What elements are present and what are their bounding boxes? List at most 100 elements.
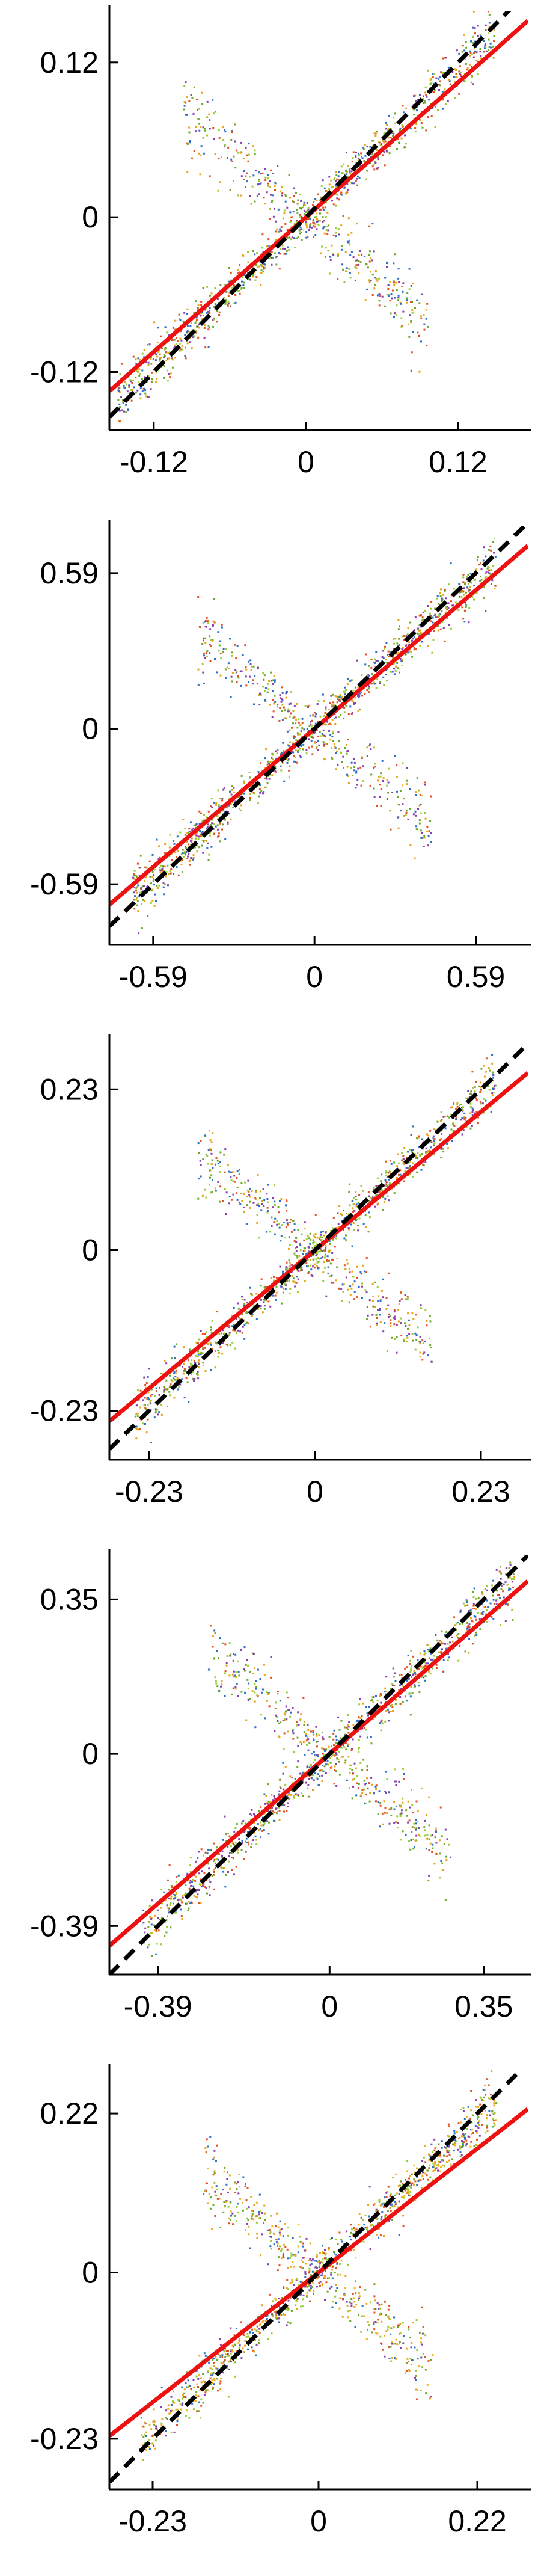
data-point	[283, 209, 286, 212]
data-point	[435, 1634, 437, 1636]
data-point	[346, 183, 349, 185]
data-point	[212, 624, 214, 626]
data-point	[371, 274, 374, 276]
data-point	[272, 1799, 274, 1801]
data-point	[311, 724, 313, 727]
data-point	[263, 1299, 265, 1301]
data-point	[331, 1252, 334, 1254]
data-point	[191, 347, 193, 349]
data-point	[412, 1175, 414, 1178]
data-point	[441, 1835, 443, 1837]
data-point	[494, 538, 495, 540]
data-point	[197, 1361, 200, 1363]
data-point	[460, 1103, 462, 1105]
data-point	[281, 698, 283, 701]
data-point	[386, 798, 388, 800]
data-point	[323, 715, 326, 717]
data-point	[338, 1226, 340, 1228]
data-point	[135, 887, 138, 890]
data-point	[358, 1286, 360, 1288]
data-point	[185, 847, 187, 849]
data-point	[213, 138, 215, 140]
data-point	[511, 1581, 513, 1583]
data-point	[491, 583, 492, 585]
data-point	[492, 541, 494, 543]
data-point	[367, 1714, 369, 1717]
data-point	[282, 1287, 284, 1290]
data-point	[343, 1283, 345, 1285]
data-point	[260, 269, 263, 272]
data-point	[253, 703, 255, 705]
data-point	[266, 778, 268, 780]
data-point	[370, 659, 373, 661]
data-point	[164, 843, 167, 845]
data-point	[239, 271, 240, 274]
data-point	[225, 677, 227, 679]
data-point	[355, 180, 357, 182]
data-point	[225, 1344, 228, 1345]
data-point	[258, 171, 260, 174]
data-point	[263, 263, 265, 265]
data-point	[472, 83, 474, 85]
data-point	[210, 1329, 212, 1331]
data-point	[246, 1190, 249, 1192]
data-point	[503, 1596, 505, 1599]
data-point	[242, 254, 244, 256]
data-point	[316, 221, 318, 223]
data-point	[347, 1732, 350, 1734]
data-point	[488, 571, 489, 574]
data-point	[211, 1320, 213, 1322]
data-point	[338, 1287, 340, 1290]
data-point	[425, 309, 427, 311]
data-point	[314, 1245, 316, 1247]
data-point	[441, 99, 444, 101]
data-point	[258, 1237, 260, 1239]
data-point	[322, 1231, 324, 1233]
data-point	[322, 693, 324, 696]
data-point	[403, 1180, 405, 1182]
data-point	[342, 706, 344, 709]
data-point	[340, 714, 342, 716]
data-point	[202, 671, 204, 674]
data-point	[335, 695, 338, 698]
data-point	[412, 638, 414, 640]
data-point	[373, 250, 375, 253]
data-point	[349, 1285, 352, 1288]
data-point	[305, 1238, 308, 1240]
data-point	[452, 1131, 454, 1133]
data-point	[186, 171, 189, 174]
data-point	[147, 1397, 150, 1399]
data-point	[425, 318, 427, 320]
data-point	[176, 856, 178, 858]
data-point	[265, 1795, 268, 1797]
data-point	[488, 11, 489, 13]
data-point	[263, 1822, 266, 1825]
data-point	[379, 1705, 382, 1708]
data-point	[210, 292, 213, 295]
data-point	[391, 1684, 394, 1686]
data-point	[293, 1252, 296, 1255]
data-point	[196, 98, 198, 100]
data-point	[299, 194, 302, 195]
data-point	[301, 1266, 303, 1268]
data-point	[173, 1377, 175, 1380]
data-point	[346, 750, 349, 752]
data-point	[197, 1142, 200, 1145]
data-point	[227, 821, 229, 823]
data-point	[312, 1265, 314, 1268]
data-point	[466, 69, 468, 71]
data-point	[316, 218, 318, 220]
data-point	[378, 293, 381, 295]
data-point	[337, 698, 339, 700]
data-point	[384, 645, 386, 648]
data-point	[231, 1325, 233, 1327]
data-point	[428, 830, 430, 832]
data-point	[485, 1057, 488, 1060]
data-point	[291, 1275, 293, 1277]
data-point	[309, 1243, 311, 1246]
data-point	[375, 651, 378, 653]
data-point	[464, 601, 466, 604]
data-point	[209, 652, 211, 654]
data-point	[376, 1286, 379, 1288]
data-point	[357, 767, 359, 770]
